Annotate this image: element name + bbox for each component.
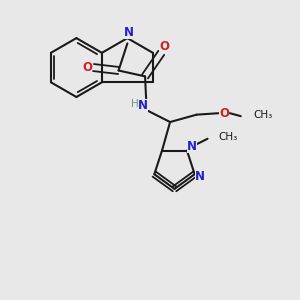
Text: N: N: [195, 170, 205, 183]
Text: N: N: [124, 26, 134, 39]
Text: H: H: [131, 99, 139, 110]
Text: N: N: [187, 140, 197, 153]
Text: O: O: [219, 107, 229, 120]
Text: N: N: [138, 99, 148, 112]
Text: O: O: [82, 61, 92, 74]
Text: O: O: [159, 40, 169, 53]
Text: CH₃: CH₃: [219, 132, 238, 142]
Text: CH₃: CH₃: [253, 110, 272, 120]
